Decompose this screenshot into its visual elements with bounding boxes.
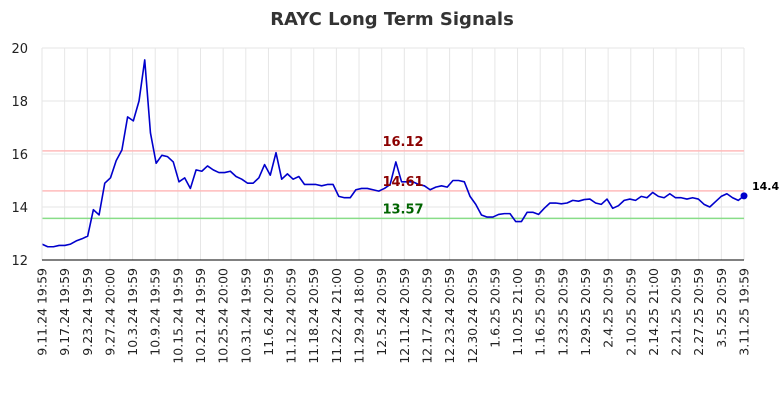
x-tick-label: 11.29.24 18:00 bbox=[352, 268, 367, 364]
y-tick-label: 20 bbox=[11, 42, 28, 57]
x-tick-label: 10.15.24 19:59 bbox=[170, 268, 185, 364]
labels-layer: 16.12 14.61 13.57 14.4 bbox=[382, 135, 779, 218]
x-tick-label: 12.17.24 20:59 bbox=[419, 268, 434, 364]
x-tick-label: 12.23.24 20:59 bbox=[442, 268, 457, 364]
x-tick-label: 11.6.24 20:59 bbox=[261, 268, 276, 356]
x-tick-label: 10.3.24 19:59 bbox=[125, 268, 140, 356]
x-tick-label: 9.27.24 20:00 bbox=[102, 268, 117, 356]
x-tick-label: 10.31.24 19:59 bbox=[238, 268, 253, 364]
x-tick-label: 1.23.25 20:59 bbox=[555, 268, 570, 356]
last-point-marker bbox=[740, 192, 748, 200]
x-tick-label: 2.14.25 21:00 bbox=[646, 268, 661, 356]
axes-layer: 12 14 16 18 20 9.11.24 19:59 9.17.24 19:59 9.23… bbox=[11, 42, 751, 364]
x-tick-label: 2.10.25 20:59 bbox=[623, 268, 638, 356]
x-tick-label: 2.27.25 20:59 bbox=[691, 268, 706, 356]
x-tick-label: 9.11.24 19:59 bbox=[35, 268, 50, 356]
x-tick-label: 1.29.25 20:59 bbox=[578, 268, 593, 356]
signal-lines bbox=[42, 150, 744, 220]
y-tick-label: 12 bbox=[11, 254, 28, 269]
series-layer bbox=[41, 59, 745, 248]
x-tick-label: 12.30.24 20:59 bbox=[465, 268, 480, 364]
x-tick-label: 3.11.25 19:59 bbox=[737, 268, 752, 356]
x-tick-label: 2.21.25 20:59 bbox=[669, 268, 684, 356]
x-tick-label: 1.6.25 20:59 bbox=[487, 268, 502, 348]
x-tick-label: 9.17.24 19:59 bbox=[57, 268, 72, 356]
y-tick-label: 18 bbox=[11, 95, 28, 110]
x-tick-label: 1.10.25 21:00 bbox=[510, 268, 525, 356]
signal-label: 13.57 bbox=[382, 202, 423, 217]
y-tick-label: 14 bbox=[11, 201, 28, 216]
x-tick-label: 10.9.24 19:59 bbox=[148, 268, 163, 356]
x-tick-label: 12.5.24 20:59 bbox=[374, 268, 389, 356]
x-tick-label: 1.16.25 20:59 bbox=[533, 268, 548, 356]
signal-label: 14.61 bbox=[382, 175, 423, 190]
y-tick-label: 16 bbox=[11, 148, 28, 163]
x-tick-label: 3.5.25 20:59 bbox=[714, 268, 729, 348]
x-tick-label: 9.23.24 19:59 bbox=[80, 268, 95, 356]
chart-title: RAYC Long Term Signals bbox=[270, 9, 514, 30]
x-tick-label: 10.21.24 19:59 bbox=[193, 268, 208, 364]
x-tick-label: 11.12.24 20:59 bbox=[284, 268, 299, 364]
signal-label: 16.12 bbox=[382, 135, 423, 150]
x-tick-label: 11.22.24 21:00 bbox=[329, 268, 344, 364]
x-tick-label: 10.25.24 20:00 bbox=[216, 268, 231, 364]
grid-layer bbox=[41, 47, 745, 261]
x-tick-label: 12.11.24 20:59 bbox=[397, 268, 412, 364]
last-value-label: 14.4 bbox=[752, 180, 779, 193]
x-tick-label: 11.18.24 20:59 bbox=[306, 268, 321, 364]
price-series-line bbox=[41, 59, 745, 248]
x-tick-label: 2.4.25 20:59 bbox=[601, 268, 616, 348]
